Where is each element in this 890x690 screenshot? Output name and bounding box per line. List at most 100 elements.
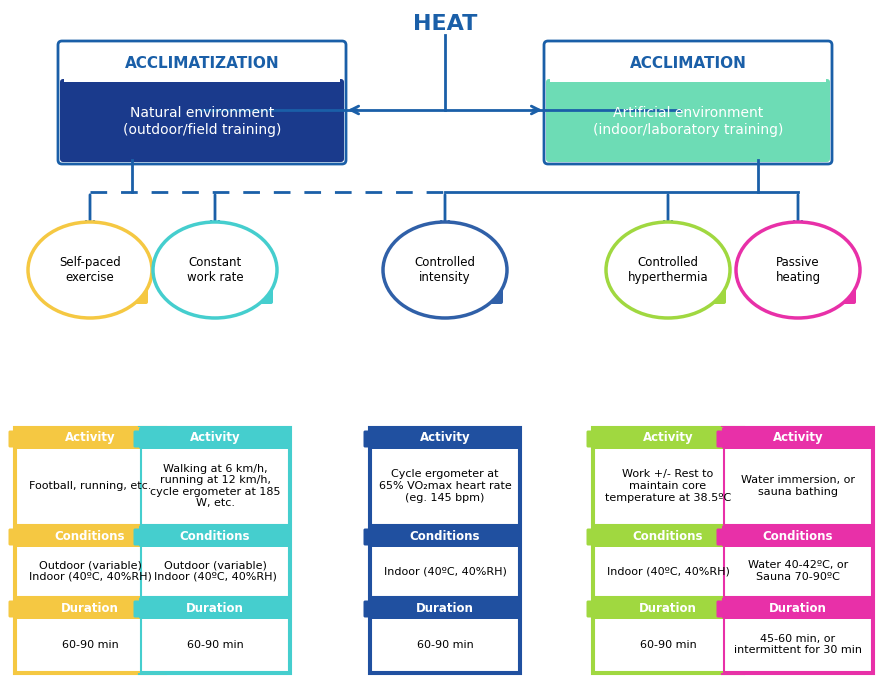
Text: 60-90 min: 60-90 min: [61, 640, 118, 649]
FancyBboxPatch shape: [694, 278, 726, 304]
Text: Duration: Duration: [769, 602, 827, 615]
FancyBboxPatch shape: [241, 278, 273, 304]
Text: Walking at 6 km/h,
running at 12 km/h,
cycle ergometer at 185
W, etc.: Walking at 6 km/h, running at 12 km/h, c…: [150, 464, 280, 509]
FancyBboxPatch shape: [546, 79, 830, 162]
Text: HEAT: HEAT: [413, 14, 477, 34]
Bar: [594, 536, 742, 545]
FancyBboxPatch shape: [592, 597, 744, 619]
Text: Work +/- Rest to
maintain core
temperature at 38.5ºC: Work +/- Rest to maintain core temperatu…: [605, 469, 731, 502]
Bar: [371, 536, 519, 545]
Bar: [550, 46, 826, 82]
Bar: [724, 608, 872, 617]
FancyBboxPatch shape: [369, 525, 521, 547]
Text: Passive
heating: Passive heating: [775, 256, 821, 284]
Bar: [141, 438, 289, 447]
Bar: [16, 545, 164, 597]
Bar: [594, 545, 742, 597]
FancyBboxPatch shape: [363, 529, 381, 546]
Text: Controlled
intensity: Controlled intensity: [415, 256, 475, 284]
FancyBboxPatch shape: [134, 431, 150, 448]
Text: Duration: Duration: [61, 602, 119, 615]
FancyBboxPatch shape: [824, 278, 856, 304]
FancyBboxPatch shape: [9, 600, 26, 618]
FancyBboxPatch shape: [587, 600, 603, 618]
Bar: [141, 447, 289, 525]
Bar: [141, 617, 289, 672]
Bar: [16, 617, 164, 672]
Bar: [371, 608, 519, 617]
Bar: [14, 427, 166, 674]
FancyBboxPatch shape: [9, 529, 26, 546]
Text: Football, running, etc.: Football, running, etc.: [28, 481, 151, 491]
FancyBboxPatch shape: [134, 529, 150, 546]
FancyBboxPatch shape: [716, 529, 733, 546]
Text: Self-paced
exercise: Self-paced exercise: [59, 256, 121, 284]
FancyBboxPatch shape: [60, 79, 344, 162]
FancyBboxPatch shape: [544, 41, 832, 164]
FancyBboxPatch shape: [722, 597, 874, 619]
Text: Artificial environment
(indoor/laboratory training): Artificial environment (indoor/laborator…: [593, 106, 783, 137]
Text: Indoor (40ºC, 40%RH): Indoor (40ºC, 40%RH): [384, 566, 506, 576]
FancyBboxPatch shape: [14, 525, 166, 547]
Bar: [16, 438, 164, 447]
FancyBboxPatch shape: [134, 600, 150, 618]
Bar: [724, 536, 872, 545]
Text: Conditions: Conditions: [763, 529, 833, 542]
Bar: [594, 447, 742, 525]
Bar: [64, 46, 340, 82]
Bar: [724, 438, 872, 447]
Text: Duration: Duration: [186, 602, 244, 615]
FancyBboxPatch shape: [116, 278, 148, 304]
Text: Cycle ergometer at
65% VO₂max heart rate
(eg. 145 bpm): Cycle ergometer at 65% VO₂max heart rate…: [378, 469, 512, 502]
Text: Activity: Activity: [643, 431, 693, 444]
Text: Conditions: Conditions: [180, 529, 250, 542]
FancyBboxPatch shape: [592, 525, 744, 547]
FancyBboxPatch shape: [716, 600, 733, 618]
Text: Indoor (40ºC, 40%RH): Indoor (40ºC, 40%RH): [607, 566, 730, 576]
FancyBboxPatch shape: [363, 600, 381, 618]
Bar: [371, 617, 519, 672]
Bar: [724, 617, 872, 672]
Bar: [594, 438, 742, 447]
Bar: [724, 447, 872, 525]
Bar: [141, 536, 289, 545]
Ellipse shape: [606, 222, 730, 318]
Bar: [371, 438, 519, 447]
Bar: [594, 617, 742, 672]
Bar: [139, 427, 291, 674]
Bar: [141, 608, 289, 617]
Text: ACCLIMATIZATION: ACCLIMATIZATION: [125, 57, 279, 72]
FancyBboxPatch shape: [722, 525, 874, 547]
Text: Activity: Activity: [65, 431, 116, 444]
Text: 60-90 min: 60-90 min: [417, 640, 473, 649]
Ellipse shape: [383, 222, 507, 318]
Text: Duration: Duration: [416, 602, 474, 615]
Text: 60-90 min: 60-90 min: [187, 640, 243, 649]
Bar: [141, 545, 289, 597]
Text: Activity: Activity: [190, 431, 240, 444]
FancyBboxPatch shape: [363, 431, 381, 448]
FancyBboxPatch shape: [58, 41, 346, 164]
Bar: [369, 427, 521, 674]
Text: Activity: Activity: [420, 431, 470, 444]
Bar: [594, 608, 742, 617]
Bar: [722, 427, 874, 674]
FancyBboxPatch shape: [471, 278, 503, 304]
Text: Water immersion, or
sauna bathing: Water immersion, or sauna bathing: [741, 475, 855, 497]
FancyBboxPatch shape: [139, 525, 291, 547]
FancyBboxPatch shape: [139, 597, 291, 619]
Text: 45-60 min, or
intermittent for 30 min: 45-60 min, or intermittent for 30 min: [734, 633, 862, 656]
FancyBboxPatch shape: [587, 431, 603, 448]
FancyBboxPatch shape: [592, 427, 744, 449]
Text: Water 40-42ºC, or
Sauna 70-90ºC: Water 40-42ºC, or Sauna 70-90ºC: [748, 560, 848, 582]
FancyBboxPatch shape: [9, 431, 26, 448]
Text: Natural environment
(outdoor/field training): Natural environment (outdoor/field train…: [123, 106, 281, 137]
Bar: [16, 447, 164, 525]
Ellipse shape: [28, 222, 152, 318]
Bar: [371, 447, 519, 525]
FancyBboxPatch shape: [369, 597, 521, 619]
Text: Conditions: Conditions: [55, 529, 125, 542]
FancyBboxPatch shape: [139, 427, 291, 449]
Text: 60-90 min: 60-90 min: [640, 640, 696, 649]
Bar: [66, 83, 338, 156]
